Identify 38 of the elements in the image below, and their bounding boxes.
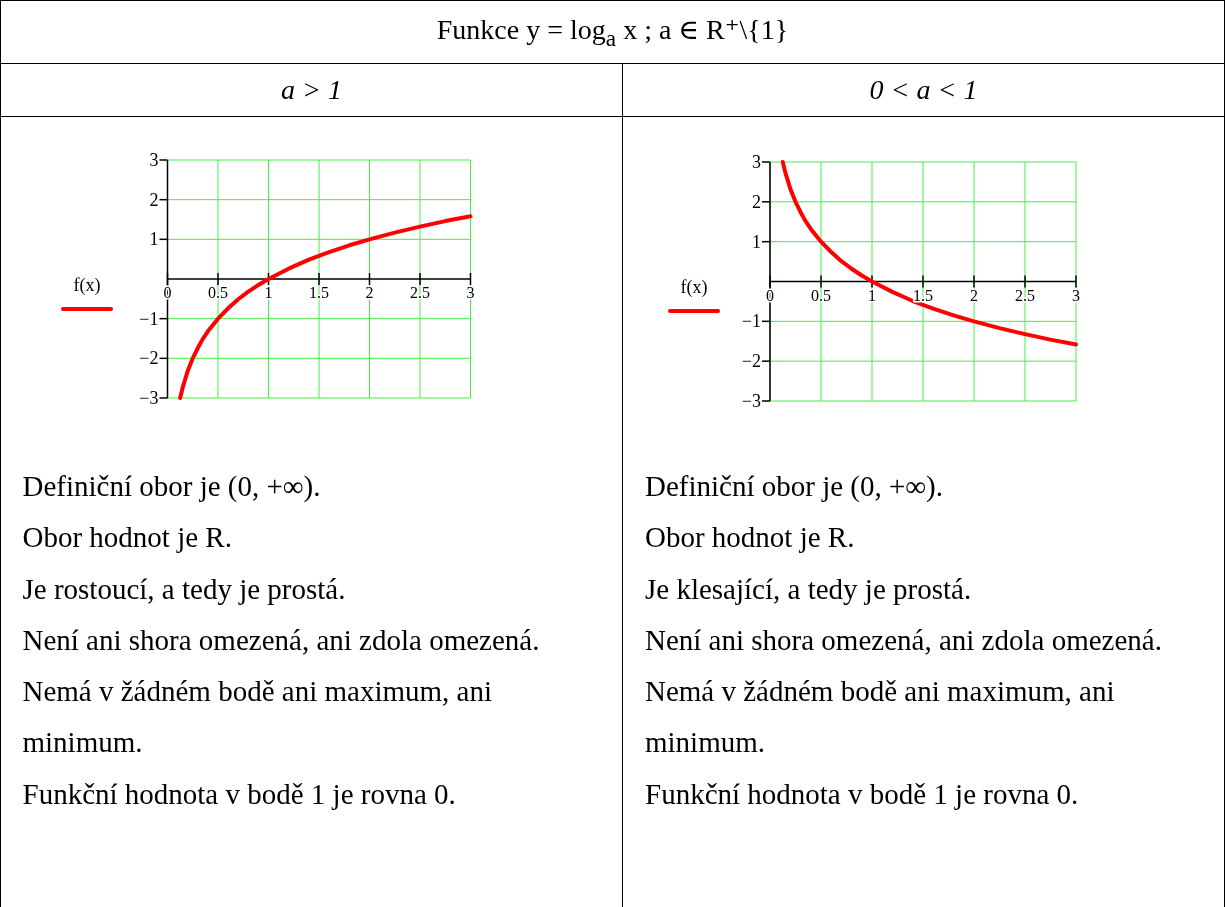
y-tick-label: −2	[741, 351, 761, 372]
text: Není ani shora omezená, ani zdola omezená.	[22, 622, 541, 658]
x-tick-label: 2	[970, 286, 978, 304]
text: Je klesající, a tedy je prostá.	[645, 571, 973, 607]
x-tick-label: 2.5	[410, 284, 430, 301]
y-tick-label: 1	[149, 229, 159, 250]
x-tick-label: 3	[1072, 286, 1080, 304]
y-tick-label: 3	[752, 152, 761, 172]
x-tick-label: 1	[868, 286, 876, 304]
text: Funkce y = log$_{a}$ x ; a ∈ R⁺\{1}	[436, 12, 789, 52]
y-tick-label: 3	[149, 150, 159, 170]
x-tick-label: 1.5	[913, 286, 933, 304]
text: f(x)	[73, 275, 101, 296]
y-tick-label: −3	[139, 388, 159, 408]
text: Obor hodnot je R.	[22, 520, 233, 556]
x-tick-label: 1.5	[309, 284, 329, 301]
y-tick-label: 2	[752, 191, 761, 212]
text: Definiční obor je (0, +∞).	[645, 469, 944, 504]
y-tick-label: −1	[139, 308, 159, 329]
text: Nemá v žádném bodě ani maximum, ani minimum.	[22, 674, 493, 761]
x-tick-label: 2.5	[1015, 286, 1035, 304]
chart-title: a > 1	[281, 74, 342, 106]
y-tick-label: −2	[139, 348, 159, 369]
text: Je rostoucí, a tedy je prostá.	[22, 571, 347, 607]
y-tick-label: 1	[752, 231, 761, 252]
y-tick-label: 2	[149, 189, 159, 210]
text: f(x)	[680, 277, 708, 298]
text: Definiční obor je (0, +∞).	[22, 469, 322, 504]
y-tick-label: −3	[741, 391, 761, 411]
text: Funkční hodnota v bodě 1 je rovna 0.	[22, 776, 457, 812]
x-tick-label: 0.5	[208, 284, 228, 301]
text: Obor hodnot je R.	[645, 520, 856, 556]
text: Nemá v žádném bodě ani maximum, ani minimum.	[645, 674, 1116, 761]
x-tick-label: 0.5	[811, 286, 831, 304]
y-tick-label: −1	[741, 311, 761, 332]
chart-title: 0 < a < 1	[869, 74, 978, 106]
text: Funkční hodnota v bodě 1 je rovna 0.	[645, 776, 1080, 812]
text: Není ani shora omezená, ani zdola omezená.	[645, 622, 1163, 658]
